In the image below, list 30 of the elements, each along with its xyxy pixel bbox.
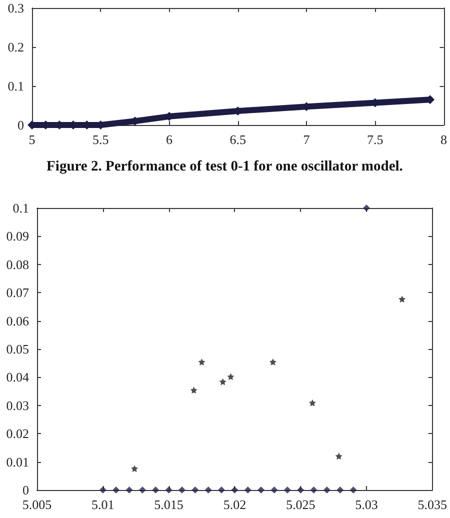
x-tick-label: 5.005	[22, 497, 52, 512]
y-tick-label: 0.04	[6, 370, 30, 385]
y-tick-label: 0	[18, 118, 24, 132]
y-tick-label: 0.1	[8, 78, 24, 94]
y-tick-label: 0.02	[6, 426, 29, 442]
y-tick-label: 0.08	[6, 256, 29, 272]
y-tick-label: 0.07	[6, 285, 30, 300]
x-tick-label: 8	[440, 132, 447, 147]
x-tick-label: 5.02	[223, 497, 246, 512]
x-tick-label: 7.5	[367, 132, 384, 147]
y-tick-label: 0.1	[12, 200, 29, 216]
y-tick-label: 0.2	[8, 40, 24, 54]
x-tick-label: 6	[166, 132, 173, 147]
x-tick-label: 5.5	[92, 132, 109, 147]
x-tick-label: 7	[303, 132, 310, 147]
x-tick-label: 5.035	[418, 497, 447, 512]
x-tick-label: 5.025	[286, 497, 316, 512]
y-tick-label: 0.06	[6, 313, 30, 328]
y-tick-label: 0.09	[6, 228, 29, 244]
y-tick-label: 0.3	[8, 0, 24, 16]
y-tick-label: 0.01	[6, 454, 29, 470]
x-tick-label: 5.01	[92, 497, 114, 512]
y-tick-label: 0	[22, 482, 29, 498]
x-tick-label: 5.03	[355, 497, 378, 512]
y-tick-label: 0.03	[6, 398, 29, 413]
caption: Figure 2. Performance of test 0-1 for one oscillator model.	[46, 158, 403, 174]
x-tick-label: 6.5	[230, 132, 246, 147]
y-tick-label: 0.05	[6, 342, 29, 356]
x-tick-label: 5	[28, 132, 36, 147]
x-tick-label: 5.015	[154, 497, 184, 512]
